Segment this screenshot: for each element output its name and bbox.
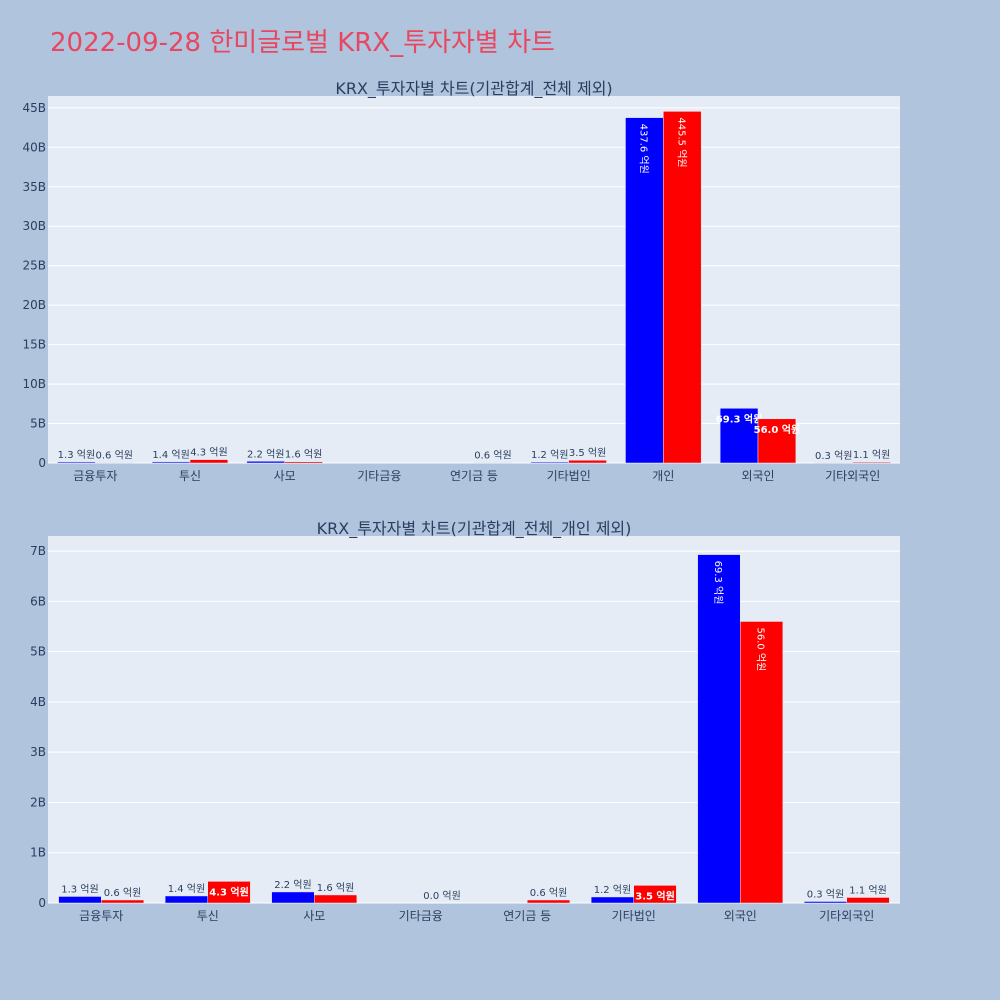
- data-label: 445.5 억원: [675, 117, 687, 167]
- data-label: 1.2 억원: [594, 884, 631, 896]
- chart-top: 0 5B 10B 15B 20B 25B 30B 35B 40B 45B KRX_투자자별 차트(기…: [22, 79, 900, 483]
- bar: [58, 896, 102, 904]
- y-tick-label: 7B: [30, 544, 46, 558]
- y-tick-label: 2B: [30, 795, 46, 809]
- x-tick-label: 사모: [303, 909, 325, 923]
- bar: [633, 885, 677, 904]
- bar: [151, 461, 191, 464]
- x-tick-label: 연기금 등: [450, 469, 498, 483]
- y-tick-label: 30B: [22, 219, 46, 233]
- bar: [697, 554, 741, 904]
- y-tick-label: 20B: [22, 298, 46, 312]
- bar: [314, 894, 358, 904]
- bar: [740, 621, 784, 904]
- bar: [207, 881, 251, 904]
- bar: [663, 111, 702, 464]
- x-tick-label: 사모: [274, 469, 296, 483]
- x-tick-label: 기타법인: [612, 909, 656, 923]
- y-tick-label: 45B: [22, 101, 46, 115]
- data-label: 69.3 억원: [716, 412, 763, 425]
- data-label: 1.3 억원: [58, 449, 95, 461]
- data-label: 69.3 억원: [712, 561, 724, 605]
- data-label: 1.6 억원: [285, 449, 322, 461]
- plot-area: [48, 96, 900, 463]
- data-label: 3.5 억원: [635, 889, 675, 902]
- chart-title: KRX_투자자별 차트(기관합계_전체_개인 제외): [317, 519, 632, 539]
- bar: [719, 408, 759, 464]
- bar: [590, 896, 635, 904]
- x-tick-label: 기타금융: [399, 909, 443, 923]
- bar: [284, 461, 323, 464]
- y-tick-label: 5B: [30, 417, 46, 431]
- data-label: 1.3 억원: [61, 883, 98, 895]
- y-tick-label: 25B: [22, 259, 46, 273]
- bar: [164, 895, 208, 904]
- data-label: 1.1 억원: [849, 884, 886, 896]
- data-label: 0.6 억원: [474, 450, 511, 462]
- data-label: 0.0 억원: [423, 890, 460, 902]
- bar: [625, 117, 664, 464]
- data-label: 2.2 억원: [274, 879, 311, 891]
- y-tick-label: 40B: [22, 140, 46, 154]
- bar: [57, 461, 96, 464]
- data-label: 1.2 억원: [531, 449, 568, 461]
- y-tick-label: 15B: [22, 338, 46, 352]
- x-tick-label: 외국인: [724, 909, 757, 923]
- bar: [852, 461, 891, 464]
- x-tick-label: 금융투자: [73, 469, 117, 483]
- x-tick-label: 투신: [197, 909, 219, 923]
- chart-bottom: 0 1B 2B 3B 4B 5B 6B 7B KRX_투자자별 차트(기관합계_전체_개인 제외…: [30, 519, 900, 923]
- y-tick-label: 35B: [22, 180, 46, 194]
- y-tick-label: 0: [38, 896, 46, 910]
- bar: [246, 461, 285, 464]
- data-label: 56.0 억원: [754, 423, 801, 436]
- data-label: 4.3 억원: [190, 447, 227, 459]
- data-label: 1.4 억원: [168, 883, 205, 895]
- data-label: 0.3 억원: [815, 450, 852, 462]
- bar: [527, 899, 571, 904]
- data-label: 4.3 억원: [209, 885, 249, 898]
- data-label: 0.3 억원: [807, 888, 844, 900]
- bar: [189, 459, 229, 464]
- x-tick-label: 기타외국인: [825, 469, 880, 483]
- data-label: 56.0 억원: [755, 627, 767, 671]
- x-tick-label: 투신: [179, 469, 201, 483]
- bar: [846, 897, 890, 904]
- data-label: 0.6 억원: [96, 450, 133, 462]
- x-tick-label: 연기금 등: [503, 909, 551, 923]
- data-label: 1.1 억원: [853, 449, 890, 461]
- bar: [530, 461, 569, 464]
- data-label: 437.6 억원: [637, 124, 649, 174]
- data-label: 3.5 억원: [569, 447, 606, 459]
- y-tick-label: 1B: [30, 846, 46, 860]
- y-tick-label: 5B: [30, 645, 46, 659]
- y-tick-label: 4B: [30, 695, 46, 709]
- x-tick-label: 기타금융: [357, 469, 401, 483]
- x-tick-label: 기타법인: [547, 469, 591, 483]
- bar: [101, 899, 145, 904]
- data-label: 1.4 억원: [152, 449, 189, 461]
- x-tick-label: 기타외국인: [819, 909, 874, 923]
- data-label: 0.6 억원: [104, 887, 141, 899]
- data-label: 1.6 억원: [317, 882, 354, 894]
- y-tick-label: 3B: [30, 745, 46, 759]
- bar: [568, 459, 607, 464]
- bar: [803, 901, 848, 904]
- bar: [271, 891, 315, 904]
- x-tick-label: 금융투자: [79, 909, 123, 923]
- y-tick-label: 10B: [22, 377, 46, 391]
- y-tick-label: 0: [38, 456, 46, 470]
- page-title: 2022-09-28 한미글로벌 KRX_투자자별 차트: [50, 28, 555, 58]
- data-label: 0.6 억원: [530, 887, 567, 899]
- x-tick-label: 외국인: [741, 469, 774, 483]
- data-label: 2.2 억원: [247, 448, 284, 460]
- bar: [757, 418, 797, 464]
- x-tick-label: 개인: [652, 469, 674, 483]
- y-tick-label: 6B: [30, 594, 46, 608]
- chart-title: KRX_투자자별 차트(기관합계_전체 제외): [335, 79, 612, 99]
